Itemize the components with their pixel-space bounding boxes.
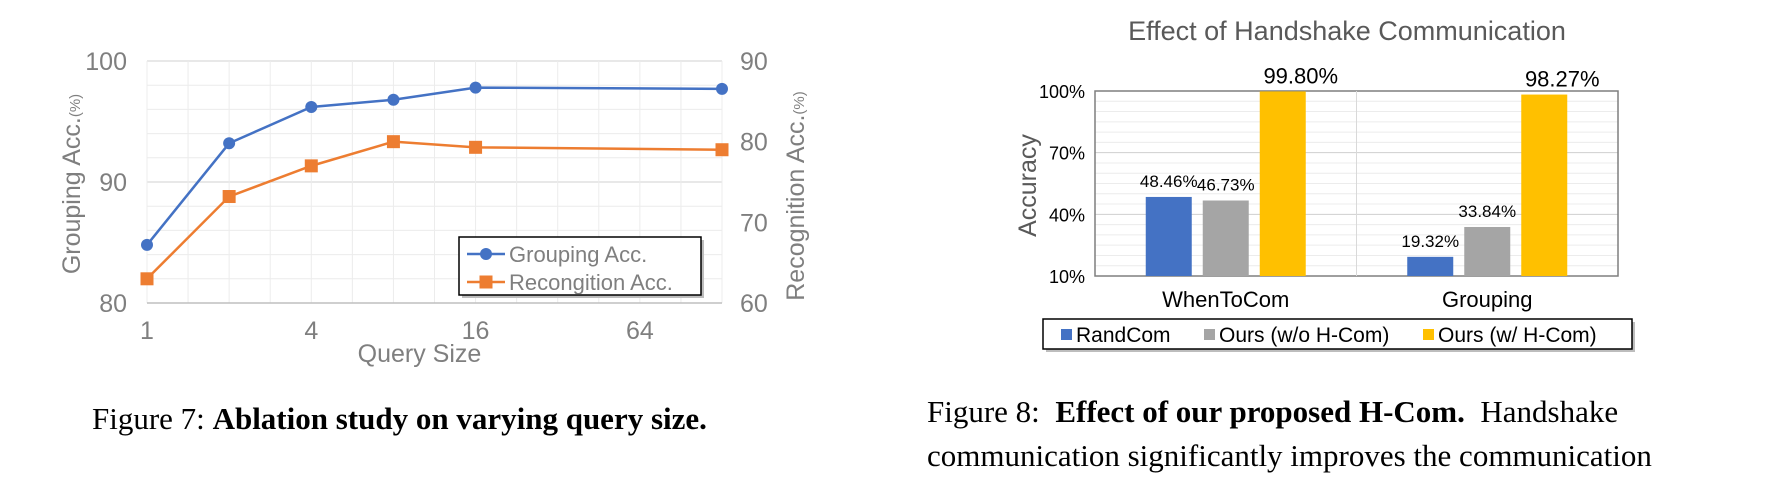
- y-tick-label: 100%: [1039, 82, 1085, 102]
- data-label-WhenToCom-2: 99.80%: [1263, 63, 1338, 88]
- y-right-tick-label: 60: [740, 290, 768, 318]
- legend-swatch-2: [1423, 329, 1434, 340]
- series-0-point: [223, 137, 236, 150]
- y-right-axis-unit: (%): [791, 91, 808, 114]
- x-tick-label: 4: [304, 317, 318, 345]
- y-left-axis-label: Grouping Acc.(%): [58, 94, 86, 274]
- y-left-tick-label: 90: [99, 169, 127, 197]
- x-tick-label: 1: [140, 317, 154, 345]
- series-1-point: [469, 140, 483, 154]
- series-0-point: [305, 100, 318, 113]
- bar-WhenToCom-2: [1259, 91, 1306, 277]
- series-1-point: [222, 190, 236, 204]
- figure-8-text-1: Handshake: [1480, 394, 1619, 429]
- y-tick-label: 70%: [1049, 144, 1085, 164]
- series-line-0: [146, 86, 723, 246]
- data-label-WhenToCom-0: 48.46%: [1140, 172, 1198, 191]
- y-right-tick-label: 70: [740, 209, 768, 237]
- data-label-WhenToCom-1: 46.73%: [1197, 175, 1255, 194]
- figure-8-bold-text: Effect of our proposed H-Com.: [1055, 394, 1465, 429]
- data-label-Grouping-1: 33.84%: [1458, 202, 1516, 221]
- figure-8-line-1: Figure 8: Effect of our proposed H-Com. …: [927, 390, 1747, 434]
- chart-title: Effect of Handshake Communication: [1128, 16, 1566, 46]
- figure-7-bold-text: Ablation study on varying query size.: [212, 401, 707, 436]
- legend-swatch-0: [1061, 329, 1072, 340]
- y-left-tick-label: 100: [85, 48, 127, 76]
- series-0-point: [716, 82, 728, 95]
- legend-label-1: Recongition Acc.: [509, 270, 673, 295]
- x-axis-label: Query Size: [358, 340, 482, 368]
- y-right-tick-label: 90: [740, 48, 768, 76]
- y-tick-label: 40%: [1049, 205, 1085, 225]
- y-axis-label: Accuracy: [1014, 134, 1042, 237]
- y-left-tick-label: 80: [99, 290, 127, 318]
- y-tick-label: 10%: [1049, 267, 1085, 287]
- bar-Grouping-1: [1464, 226, 1511, 276]
- category-label: WhenToCom: [1162, 287, 1289, 312]
- bar-WhenToCom-1: [1202, 200, 1249, 276]
- y-left-axis-label-text: Grouping Acc.: [58, 117, 86, 274]
- series-1-point: [715, 143, 729, 157]
- figure-7-caption: Figure 7: Ablation study on varying quer…: [92, 397, 707, 441]
- category-label: Grouping: [1442, 287, 1533, 312]
- legend-label-0: RandCom: [1076, 324, 1171, 347]
- figure-8-prefix: Figure 8:: [927, 394, 1040, 429]
- legend-marker-0: [480, 248, 492, 260]
- series-1-point: [140, 272, 154, 286]
- series-0-point: [387, 93, 400, 106]
- x-tick-label: 16: [462, 317, 490, 345]
- figure-8-line-2: communication significantly improves the…: [927, 438, 1652, 473]
- figure-8-caption: Figure 8: Effect of our proposed H-Com. …: [927, 390, 1747, 478]
- legend-box: [1042, 318, 1633, 350]
- figure-7-prefix: Figure 7:: [92, 401, 205, 436]
- legend-label-0: Grouping Acc.: [509, 242, 647, 267]
- y-right-tick-label: 80: [740, 129, 768, 157]
- legend-label-2: Ours (w/ H-Com): [1438, 324, 1597, 347]
- y-left-axis-unit: (%): [67, 94, 84, 117]
- series-line-1: [146, 140, 723, 280]
- data-label-Grouping-0: 19.32%: [1401, 232, 1459, 251]
- series-0-point: [469, 81, 482, 94]
- y-right-axis-label-text: Recognition Acc.: [782, 115, 810, 301]
- series-1-point: [304, 159, 318, 173]
- legend-marker-1: [479, 275, 493, 289]
- bar-Grouping-0: [1407, 256, 1454, 276]
- legend-box: [458, 236, 702, 296]
- y-right-axis-label: Recognition Acc.(%): [782, 91, 810, 301]
- legend-swatch-1: [1204, 329, 1215, 340]
- bar-WhenToCom-0: [1145, 196, 1192, 276]
- x-tick-label: 64: [626, 317, 654, 345]
- series-1-point: [386, 135, 400, 149]
- legend-label-1: Ours (w/o H-Com): [1219, 324, 1389, 347]
- data-label-Grouping-2: 98.27%: [1525, 67, 1600, 92]
- series-0-point: [141, 238, 153, 251]
- bar-Grouping-2: [1521, 94, 1568, 276]
